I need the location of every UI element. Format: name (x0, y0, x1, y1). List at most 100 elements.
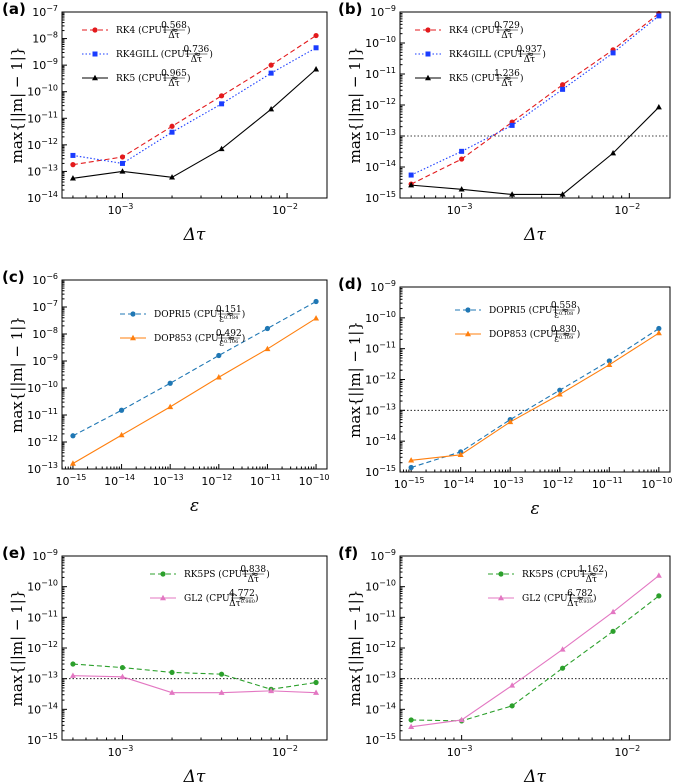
legend-fraction-numerator: 0.965 (161, 69, 187, 79)
series-rk5 (408, 103, 662, 197)
legend-fraction-denominator: Δτ (501, 79, 512, 89)
data-point-rk5 (408, 181, 415, 188)
legend-fraction-denominator: Δτ (168, 79, 179, 89)
plot-frame (399, 11, 671, 199)
legend-entry-rk4gill: RK4GILL (CPUT ≈ (449, 49, 534, 60)
panel-label: (b) (338, 0, 362, 18)
legend-fraction-numerator: 0.558 (551, 301, 577, 311)
series-rk4gill (408, 13, 662, 178)
y-tick-label: 10−11 (365, 66, 396, 81)
series-line-rk4 (72, 35, 317, 166)
legend-close-paren: ) (520, 25, 524, 36)
x-tick-label: 10−2 (272, 202, 298, 217)
data-point-dopri5 (606, 358, 612, 364)
legend-marker-dopri5 (130, 311, 136, 317)
legend-fraction-denominator: Δτ0.980 (229, 599, 255, 609)
panel-label: (f) (338, 544, 358, 562)
x-tick-label: 10−13 (493, 476, 524, 491)
legend-marker-rk4gill (92, 51, 98, 57)
y-tick-label: 10−13 (365, 402, 396, 417)
panel-label: (e) (2, 544, 26, 562)
data-point-rk5ps (218, 671, 225, 677)
series-line-rk5 (411, 106, 660, 196)
x-tick-label: 10−10 (299, 473, 330, 488)
series-rk5ps (408, 593, 662, 724)
data-point-dopri5 (313, 298, 319, 305)
legend-fraction-numerator: 0.568 (161, 21, 187, 31)
y-tick-label: 10−11 (365, 609, 396, 624)
x-axis-label: ε (530, 499, 539, 519)
legend-close-paren: ) (266, 569, 270, 580)
series-line-gl2 (411, 575, 660, 728)
y-tick-label: 10−12 (27, 137, 58, 152)
data-point-rk5ps (408, 717, 414, 723)
y-tick-label: 10−7 (32, 299, 58, 314)
legend-close-paren: ) (542, 49, 546, 60)
legend-close-paren: ) (577, 329, 581, 340)
x-tick-label: 10−3 (447, 202, 473, 217)
legend-close-paren: ) (520, 73, 524, 84)
chart-panel-f: (f) 10−15 10−14 10−13 10−12 10−11 10−10 10−9 10−… (338, 544, 671, 784)
legend-close-paren: ) (604, 569, 608, 580)
data-point-rk4gill (509, 122, 515, 128)
legend-fraction-denominator: Δτ (585, 575, 596, 585)
data-point-dop853 (215, 374, 222, 380)
data-point-rk5 (218, 145, 225, 152)
data-point-rk4gill (560, 86, 566, 92)
x-tick-label: 10−11 (250, 473, 281, 488)
panel-label: (a) (2, 0, 26, 18)
panel-label: (c) (2, 268, 25, 286)
data-point-rk5 (509, 191, 516, 197)
y-tick-label: 10−10 (27, 380, 58, 395)
data-point-dopri5 (118, 407, 125, 413)
legend-fraction-denominator: ε0.106 (219, 339, 238, 349)
x-tick-label: 10−3 (447, 744, 473, 759)
data-point-rk5ps (313, 679, 319, 686)
data-point-gl2 (408, 723, 415, 729)
y-tick-label: 10−9 (370, 4, 396, 19)
legend-marker-rk5 (92, 74, 98, 81)
plot-frame (61, 555, 328, 741)
data-point-rk4 (119, 154, 126, 160)
data-point-gl2 (169, 689, 176, 695)
legend-fraction-denominator: Δτ (247, 575, 258, 585)
data-point-rk5ps (610, 628, 616, 634)
series-line-dopri5 (72, 301, 317, 437)
y-tick-label: 10−13 (27, 163, 58, 178)
data-point-rk4 (169, 123, 175, 129)
legend-fraction-denominator: Δτ (524, 55, 535, 65)
y-tick-label: 10−15 (365, 732, 396, 747)
legend-marker-rk4gill (425, 51, 431, 57)
series-dop853 (69, 315, 320, 466)
series-line-gl2 (72, 675, 317, 694)
legend-close-paren: ) (577, 305, 581, 316)
y-tick-label: 10−7 (32, 4, 58, 19)
data-point-rk4gill (313, 45, 319, 51)
legend-entry-gl2: GL2 (CPUT ≈ (184, 593, 246, 604)
legend-marker-rk5ps (160, 571, 166, 577)
data-point-rk5 (119, 168, 126, 174)
data-point-rk4 (313, 32, 319, 39)
legend-fraction-denominator: Δτ (501, 31, 512, 41)
data-point-dop853 (264, 345, 271, 352)
legend-fraction-numerator: 1.162 (578, 565, 604, 575)
x-tick-label: 10−14 (104, 473, 135, 488)
x-tick-label: 10−15 (55, 473, 86, 488)
data-point-rk5 (655, 103, 662, 110)
series-rk5 (69, 66, 320, 181)
chart-panel-a: (a) 10−14 10−13 10−12 10−11 10−10 10−9 10−8 10−7… (2, 0, 328, 245)
x-tick-label: 10−2 (614, 202, 640, 217)
series-rk4 (408, 10, 662, 187)
series-line-rk4 (410, 12, 660, 185)
legend-fraction-numerator: 0.729 (494, 21, 520, 31)
y-tick-label: 10−6 (32, 272, 58, 287)
data-point-gl2 (69, 672, 76, 678)
data-point-rk5ps (119, 664, 126, 671)
y-axis-label: max{||m| − 1|} (346, 47, 364, 164)
legend-marker-rk5 (425, 74, 431, 81)
legend-fraction-numerator: 0.937 (517, 45, 543, 55)
x-tick-label: 10−10 (641, 476, 672, 491)
series-line-rk5ps (72, 663, 317, 690)
plot-frame (61, 279, 328, 470)
